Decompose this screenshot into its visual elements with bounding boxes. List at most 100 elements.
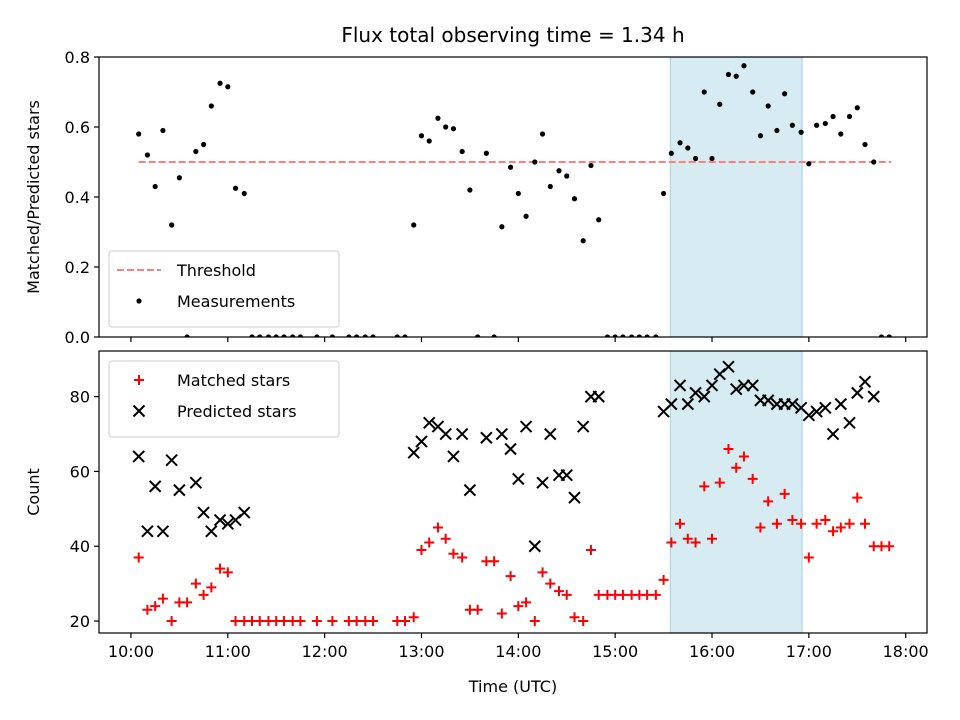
matched-stars-point [513,601,524,612]
y-axis-label: Count [24,468,43,516]
legend-box [108,250,340,328]
predicted-stars-point [665,397,678,411]
measurement-point [830,113,836,120]
matched-stars-point [416,544,427,555]
x-tick-label: 15:00 [592,642,638,661]
predicted-stars-point [189,476,203,489]
measurement-point [249,334,255,337]
matched-stars-point [472,604,483,615]
matched-stars-point [408,612,419,623]
measurement-point [862,141,868,148]
measurement-point [886,334,892,337]
legend-matched-swatch [134,375,144,385]
measurement-point [443,124,449,130]
measurement-point [225,84,231,90]
measurement-point [660,190,667,197]
matched-stars-point [190,578,201,589]
measurement-point [685,145,691,151]
measurement-point [871,159,877,165]
y-tick-label: 0.8 [65,48,90,67]
predicted-stars-point [156,525,170,538]
legend-box [108,360,340,438]
predicted-stars-point [761,394,775,407]
measurement-point [217,80,223,86]
measurement-point [362,334,368,337]
predicted-stars-point [810,405,823,418]
measurement-point [241,190,247,197]
y-tick-label: 20 [70,612,90,631]
measurement-point [402,334,408,337]
measurement-point [208,103,214,109]
predicted-stars-point [173,483,186,497]
matched-stars-point [811,518,822,529]
predicted-stars-point [544,427,557,441]
matched-stars-point [222,567,233,578]
measurement-point [878,334,885,337]
predicted-stars-point [577,420,590,433]
plot-area [136,57,892,337]
matched-stars-point [714,477,725,488]
measurement-point [232,185,239,191]
measurement-point [733,73,739,79]
matched-stars-point [278,616,289,627]
measurement-point [475,334,481,337]
measurement-point [725,71,732,78]
predicted-stars-point [165,454,178,467]
predicted-stars-point [681,397,695,411]
predicted-stars-point [536,476,549,489]
predicted-stars-point [834,397,848,411]
matched-stars-point [835,522,846,533]
matched-stars-point [650,589,661,600]
measurement-point [604,334,611,337]
matched-stars-point [569,612,580,623]
predicted-stars-point [197,506,210,519]
measurement-point [612,334,618,337]
predicted-stars-point [132,450,145,463]
matched-stars-point [142,604,153,615]
highlight-span [669,351,803,633]
axes-frame [98,350,928,634]
y-tick-label: 0.2 [65,258,90,277]
measurement-point [136,131,142,137]
measurement-point [789,122,795,128]
measurement-point [507,164,514,170]
measurement-point [370,334,376,337]
measurement-point [459,148,465,155]
matched-stars-point [585,544,596,555]
matched-stars-point [206,582,217,593]
matched-stars-point [368,616,379,627]
matched-stars-point [198,589,209,600]
measurement-point [523,213,529,219]
measurement-point [629,334,635,337]
matched-stars-point [699,481,710,492]
matched-stars-point [779,488,790,499]
matched-stars-point [157,593,168,604]
measurement-point [668,150,674,156]
matched-stars-point [166,616,177,627]
matched-stars-point [642,589,653,600]
x-tick-label: 18:00 [883,642,929,661]
measurement-point [620,334,626,337]
matched-stars-point [554,586,564,597]
predicted-stars-point [495,427,509,441]
legend: Matched stars Predicted stars [108,360,340,438]
measurement-point [169,222,175,228]
matched-stars-point [828,526,839,537]
measurement-point [692,155,699,162]
matched-stars-point [844,518,855,529]
measurement-point [798,129,804,135]
measurement-point [354,334,360,337]
measurement-point [717,101,723,107]
matched-stars-point [133,552,144,563]
x-tick-label: 10:00 [108,642,154,661]
measurement-point [588,162,594,169]
predicted-stars-point [238,506,251,519]
matched-stars-point [860,518,871,529]
matched-stars-point [457,552,468,563]
legend-label: Matched stars [177,371,290,390]
predicted-stars-point [851,386,864,400]
predicted-stars-point [221,517,235,530]
matched-stars-point [424,537,435,548]
measurement-point [782,91,788,97]
